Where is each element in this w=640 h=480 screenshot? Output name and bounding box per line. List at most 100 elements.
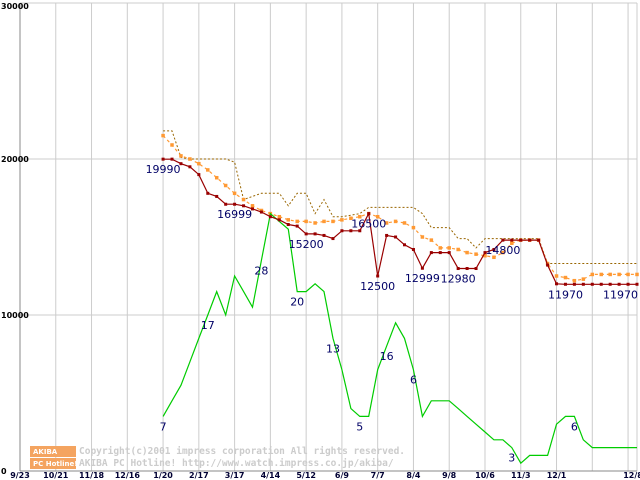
min-price-point	[304, 232, 308, 236]
count-label: 13	[326, 342, 340, 355]
min-price-point	[456, 267, 460, 271]
avg-price-point	[420, 235, 425, 239]
count-label: 3	[508, 452, 515, 465]
avg-price-point	[590, 272, 595, 277]
count-label: 20	[290, 296, 304, 309]
min-price-point	[420, 266, 424, 270]
min-price-point	[411, 247, 415, 251]
avg-price-point	[572, 278, 577, 283]
avg-price-point	[483, 253, 487, 258]
min-price-point	[537, 238, 541, 242]
y-tick-label: 30000	[1, 2, 29, 11]
logo-badge-top	[30, 446, 76, 457]
avg-price-point	[608, 272, 612, 277]
avg-price-point	[250, 204, 255, 208]
x-tick-label: 9/23	[10, 471, 30, 480]
y-axis: 30000 20000 10000 0	[1, 2, 29, 476]
y-tick-label: 0	[1, 467, 7, 476]
price-label: 15200	[289, 238, 324, 251]
avg-price-point	[465, 250, 469, 255]
data-labels: 19990 16999 15200 16500 12500 12999 12980 14800…	[146, 163, 638, 464]
min-price-point	[572, 282, 576, 286]
avg-price-point	[170, 143, 174, 147]
shop-count-line	[162, 212, 637, 465]
count-label: 5	[356, 420, 363, 433]
avg-price-point	[402, 221, 407, 225]
avg-price-point	[295, 219, 299, 224]
min-price-point	[331, 237, 335, 241]
min-price-point	[617, 282, 621, 286]
avg-price-point	[349, 216, 353, 221]
x-axis: 9/23 10/21 11/18 12/16 1/20 2/17 3/17 4/14 5/12 6…	[10, 471, 640, 480]
price-label: 16999	[217, 208, 252, 221]
min-price-point	[626, 282, 630, 286]
x-tick-label: 1/20	[153, 471, 173, 480]
x-tick-label: 12/8	[623, 471, 640, 480]
min-price-point	[376, 274, 380, 278]
logo-text-top: AKIBA	[33, 448, 58, 456]
min-price-point	[492, 247, 496, 251]
min-price-point	[501, 238, 505, 242]
avg-price-point	[474, 252, 478, 256]
avg-price-point	[214, 175, 219, 180]
avg-price-point	[286, 218, 291, 222]
x-tick-label: 2/17	[189, 471, 209, 480]
avg-price-point	[313, 221, 317, 225]
avg-price-point	[393, 219, 398, 224]
avg-price-point	[277, 214, 282, 219]
x-tick-label: 4/14	[261, 471, 281, 480]
min-price-point	[250, 207, 254, 211]
logo-text-bottom: PC Hotline!	[33, 460, 77, 468]
price-label: 11970	[548, 288, 583, 301]
avg-price-point	[161, 133, 165, 138]
site-url-text: AKIBA PC Hotline! http://www.watch.impre…	[79, 458, 394, 469]
min-price-point	[528, 238, 532, 242]
copyright-text: Copyright(c)2001 impress corporation All…	[79, 446, 405, 457]
x-tick-label: 10/21	[43, 471, 69, 480]
avg-price-point	[259, 208, 264, 213]
min-price-point	[295, 224, 299, 228]
avg-price-point	[635, 272, 639, 277]
x-tick-label: 8/4	[406, 471, 420, 480]
min-price-point	[259, 210, 263, 214]
avg-price-point	[322, 219, 326, 224]
avg-price-point	[223, 183, 228, 188]
count-label: 28	[254, 264, 268, 277]
avg-price-point	[447, 246, 451, 250]
avg-price-point	[438, 246, 443, 250]
min-price-point	[555, 282, 559, 286]
min-price-point	[519, 238, 523, 242]
min-price-point	[599, 282, 603, 286]
min-price-point	[286, 223, 290, 227]
count-label: 16	[380, 350, 394, 363]
min-price-point	[206, 191, 210, 195]
price-label: 12980	[441, 273, 476, 286]
count-label: 6	[410, 374, 417, 387]
min-price-point	[510, 238, 514, 242]
avg-price-point	[179, 154, 183, 158]
max-price-line	[163, 130, 637, 264]
min-price-point	[340, 229, 344, 233]
x-tick-label: 3/17	[225, 471, 245, 480]
watermark: AKIBA PC Hotline! Copyright(c)2001 impre…	[30, 446, 405, 469]
logo-badge-bottom	[30, 458, 76, 469]
min-price-point	[447, 251, 451, 255]
x-tick-label: 9/8	[442, 471, 456, 480]
price-label: 16500	[351, 218, 386, 231]
avg-price-point	[384, 221, 389, 225]
avg-price-point	[599, 272, 603, 277]
min-price-point	[438, 251, 442, 255]
price-label: 19990	[146, 163, 181, 176]
min-price-point	[581, 282, 585, 286]
min-price-point	[358, 229, 362, 233]
price-label: 14800	[485, 244, 520, 257]
price-label: 12999	[405, 272, 440, 285]
min-price-point	[385, 233, 389, 237]
min-price-point	[242, 204, 246, 208]
x-tick-label: 12/1	[547, 471, 567, 480]
min-price-point	[465, 267, 469, 271]
min-price-point	[394, 235, 398, 239]
min-price-point	[483, 251, 487, 255]
min-price-point	[367, 212, 371, 216]
